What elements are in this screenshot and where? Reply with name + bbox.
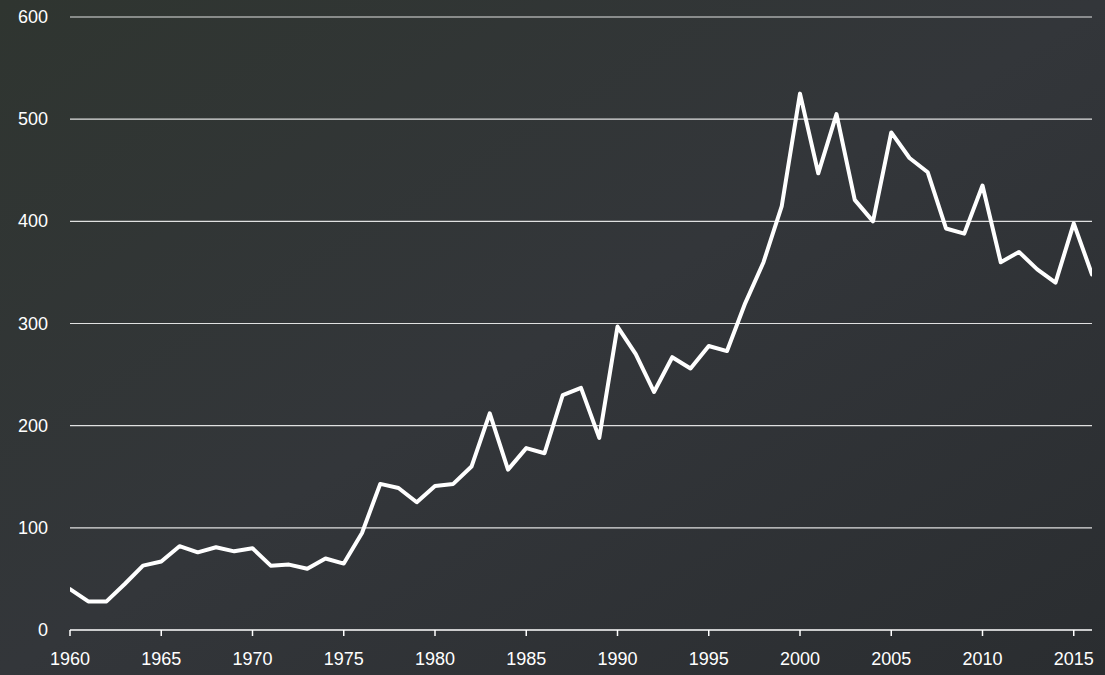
grid-line (70, 16, 1092, 17)
grid-line (70, 323, 1092, 324)
x-tick-label: 1960 (50, 649, 90, 669)
y-tick-label: 400 (18, 211, 48, 231)
x-tick (161, 630, 163, 636)
y-tick-label: 100 (18, 518, 48, 538)
x-tick-label: 2005 (871, 649, 911, 669)
x-tick (343, 630, 345, 636)
x-tick (891, 630, 893, 636)
data-line (70, 94, 1092, 602)
background (0, 0, 1105, 675)
x-tick-label: 1985 (506, 649, 546, 669)
grid-line (70, 527, 1092, 528)
grid-line (70, 119, 1092, 120)
plot-area (70, 94, 1092, 602)
x-tick-label: 2015 (1054, 649, 1094, 669)
x-tick (708, 630, 710, 636)
x-tick (69, 630, 71, 636)
x-tick (526, 630, 528, 636)
y-tick-label: 500 (18, 109, 48, 129)
x-tick (434, 630, 436, 636)
x-tick-label: 1995 (689, 649, 729, 669)
x-tick-label: 2000 (780, 649, 820, 669)
x-tick (1073, 630, 1075, 636)
grid-line (70, 221, 1092, 222)
x-tick (252, 630, 254, 636)
y-tick-label: 300 (18, 314, 48, 334)
x-tick-label: 2010 (962, 649, 1002, 669)
x-tick-label: 1965 (141, 649, 181, 669)
chart: 0 100 200 300 400 500 600 1960 1965 1970 1975 1980 1… (0, 0, 1105, 675)
y-tick-label: 600 (18, 7, 48, 27)
y-tick-label: 200 (18, 416, 48, 436)
x-axis (70, 629, 1092, 631)
x-tick (799, 630, 801, 636)
x-tick-label: 1990 (597, 649, 637, 669)
x-tick (617, 630, 619, 636)
y-tick-label: 0 (38, 620, 48, 640)
grid-line (70, 425, 1092, 426)
x-tick-label: 1980 (415, 649, 455, 669)
x-tick-label: 1975 (324, 649, 364, 669)
x-tick-label: 1970 (232, 649, 272, 669)
x-tick (982, 630, 984, 636)
